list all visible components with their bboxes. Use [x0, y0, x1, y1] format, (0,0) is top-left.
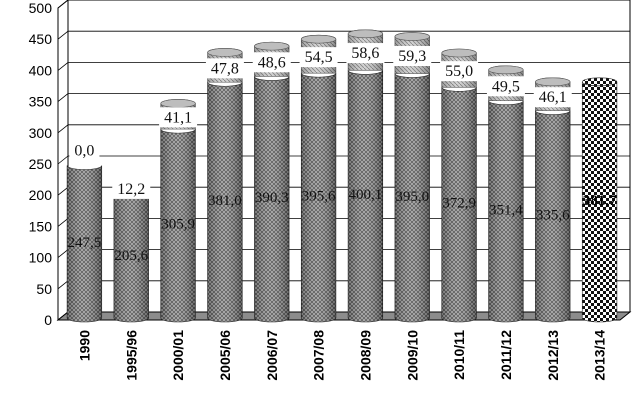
y-tick-label: 450 — [29, 31, 53, 47]
bar-shade — [301, 73, 336, 322]
data-label-box — [112, 178, 151, 199]
data-label-upper: 46,1 — [539, 89, 567, 106]
gridline-diag — [57, 30, 69, 40]
data-label-base: 400,1 — [349, 187, 383, 203]
gridline-diag — [57, 186, 69, 196]
gridline-diag — [57, 218, 69, 227]
bar-shade — [394, 73, 430, 323]
data-label-base: 381,0 — [208, 193, 242, 209]
bar-shade — [488, 100, 524, 322]
data-label-box — [440, 61, 479, 82]
y-tick-label: 200 — [29, 187, 53, 203]
y-tick-label: 300 — [29, 125, 53, 141]
x-tick-label: 2010/11 — [451, 330, 467, 380]
data-label-base: 335,6 — [536, 207, 570, 223]
bar-shade — [67, 165, 102, 322]
x-tick-label: 2009/10 — [404, 330, 420, 381]
data-label-upper: 58,6 — [351, 45, 379, 62]
gridline-diag — [57, 0, 69, 9]
data-label-upper: 55,0 — [445, 63, 473, 80]
y-tick-label: 250 — [29, 156, 53, 172]
data-label-upper: 12,2 — [117, 181, 145, 198]
data-label-base: 395,6 — [302, 189, 336, 205]
data-label-box — [252, 52, 291, 73]
data-label-upper: 59,3 — [398, 48, 426, 65]
data-label-box — [69, 140, 100, 161]
x-tick-label: 2008/09 — [357, 330, 373, 381]
x-tick-label: 2011/12 — [498, 330, 514, 380]
gridline-diag — [57, 155, 69, 165]
data-label-base: 247,5 — [68, 235, 102, 251]
gridline-diag — [57, 280, 69, 290]
data-label-upper: 41,1 — [164, 109, 192, 126]
bar-top-cap — [300, 34, 337, 44]
data-label-base: 390,3 — [255, 190, 289, 206]
x-tick-label: 2013/14 — [592, 330, 608, 381]
data-label-upper: 54,5 — [305, 49, 333, 66]
x-tick-label: 2012/13 — [545, 330, 561, 381]
bar-shade — [160, 129, 196, 322]
data-label-box — [159, 107, 198, 128]
y-tick-label: 400 — [29, 62, 53, 78]
bar-top-cap — [347, 29, 384, 39]
x-tick-label: 2007/08 — [311, 330, 327, 381]
bar-shade — [441, 87, 477, 323]
bar-top-cap — [581, 77, 618, 87]
data-label-upper: 48,6 — [258, 54, 286, 71]
bar-top-cap — [535, 77, 571, 87]
data-label-upper: 49,5 — [492, 78, 520, 95]
y-tick-label: 100 — [29, 250, 53, 266]
bar-shade — [348, 70, 383, 322]
bar-top-cap — [441, 48, 477, 58]
data-label-base: 381,7 — [583, 193, 617, 209]
bar-top-cap — [254, 41, 290, 51]
x-tick-label: 2006/07 — [264, 330, 280, 381]
data-label-box — [346, 43, 385, 64]
data-label-base: 351,4 — [489, 202, 523, 218]
bar-shade — [535, 110, 571, 322]
data-label-box — [533, 87, 572, 108]
y-tick-label: 150 — [29, 218, 53, 234]
data-label-upper: 47,8 — [211, 60, 239, 77]
y-tick-label: 350 — [29, 94, 53, 110]
gridline-diag — [57, 249, 69, 258]
data-label-box — [205, 58, 244, 79]
bar-shade — [254, 76, 290, 323]
y-tick-label: 0 — [44, 312, 52, 328]
data-label-base: 372,9 — [442, 196, 476, 212]
x-tick-label: 2000/01 — [170, 330, 186, 381]
data-label-base: 395,0 — [395, 189, 429, 205]
gridline-diag — [57, 124, 69, 134]
data-label-upper: 0,0 — [74, 143, 94, 160]
x-tick-label: 1990 — [76, 330, 92, 361]
bar-top-cap — [207, 48, 243, 57]
data-label-box — [393, 46, 432, 67]
bar-top-cap — [488, 65, 524, 75]
bar-top-cap — [160, 99, 196, 108]
bar-top-cap — [394, 32, 430, 41]
data-label-box — [299, 47, 338, 68]
y-tick-label: 50 — [36, 281, 52, 297]
data-label-base: 305,9 — [161, 217, 195, 233]
gridline-diag — [57, 93, 69, 102]
data-label-base: 205,6 — [114, 248, 148, 264]
data-label-box — [486, 76, 525, 97]
plot-area: 0 50 100 150 200 250 300 350 400 450 500 247,5 0,0 19… — [29, 0, 632, 381]
bar-shade — [207, 82, 243, 322]
bar-shade — [113, 191, 149, 322]
gridline-diag — [57, 62, 69, 71]
x-tick-label: 1995/96 — [123, 330, 139, 381]
x-tick-label: 2005/06 — [217, 330, 233, 381]
floor — [56, 311, 632, 321]
y-tick-label: 500 — [29, 0, 53, 16]
